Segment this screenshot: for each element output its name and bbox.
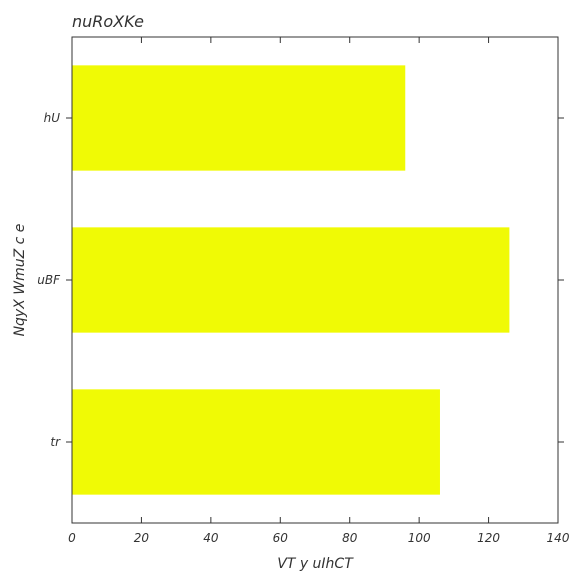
x-tick-label: 100	[408, 531, 431, 545]
bar-ubf	[72, 227, 510, 333]
y-axis-label: NqyX WmuZ c e	[12, 224, 28, 337]
x-tick-label: 20	[134, 531, 150, 545]
y-tick-label-hu: hU	[44, 111, 61, 125]
x-tick-label: 40	[203, 531, 219, 545]
x-tick-label: 140	[547, 531, 570, 545]
x-tick-label: 60	[273, 531, 289, 545]
bar-tr	[72, 389, 440, 495]
y-tick-label-ubf: uBF	[37, 273, 61, 287]
x-tick-label: 80	[342, 531, 358, 545]
x-tick-label: 0	[68, 531, 76, 545]
y-tick-label-tr: tr	[50, 435, 61, 449]
chart-title: nuRoXKe	[72, 12, 144, 31]
bar-hu	[72, 65, 406, 171]
x-tick-label: 120	[477, 531, 500, 545]
x-axis-label: VT y uIhCT	[277, 556, 354, 572]
